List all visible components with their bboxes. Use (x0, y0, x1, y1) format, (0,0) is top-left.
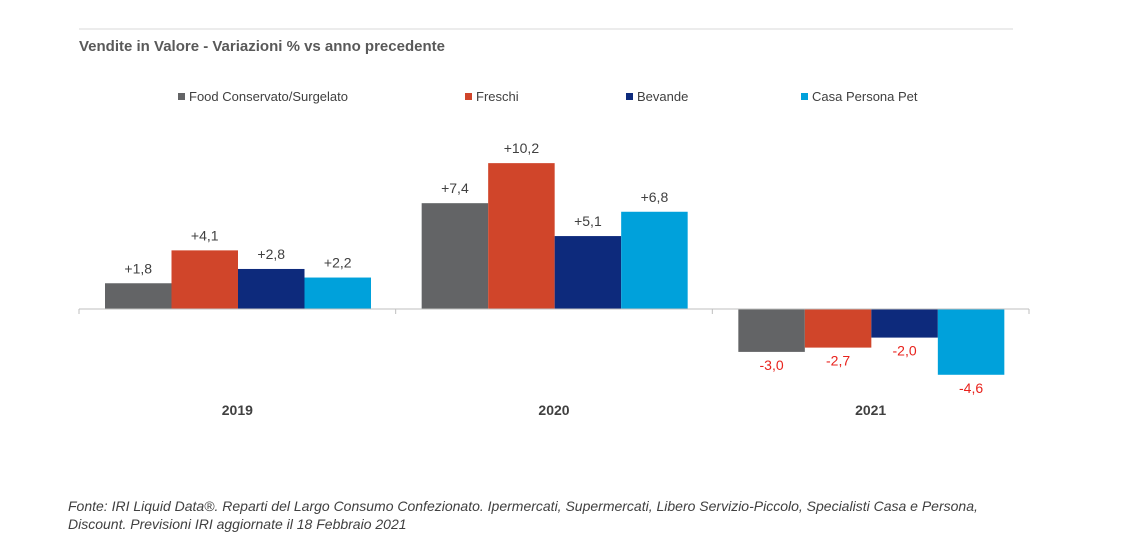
legend-swatch (465, 93, 472, 100)
legend-label: Food Conservato/Surgelato (189, 89, 348, 104)
bar (621, 211, 688, 309)
category-label: 2021 (855, 402, 886, 418)
legend-label: Freschi (476, 89, 519, 104)
bar (488, 163, 555, 309)
category-labels: 2019 2020 2021 (222, 402, 887, 418)
bar (421, 203, 489, 309)
data-label: +7,4 (441, 180, 469, 196)
legend-label: Bevande (637, 89, 688, 104)
data-label: -3,0 (760, 357, 784, 373)
bar (738, 309, 805, 352)
bar (804, 309, 872, 348)
data-label: +2,8 (257, 246, 285, 262)
data-label: +1,8 (124, 260, 152, 276)
bar (871, 309, 938, 338)
data-label: -2,0 (893, 343, 917, 359)
bar (937, 309, 1005, 375)
data-labels: +1,8 +4,1 +2,8 +2,2 +7,4 +10,2 +5,1 +6,8 -3,0 -2,… (124, 140, 983, 396)
data-label: -2,7 (826, 353, 850, 369)
legend-swatch (801, 93, 808, 100)
category-label: 2020 (538, 402, 569, 418)
bar (304, 277, 371, 309)
x-axis (78, 308, 1030, 314)
bar (238, 268, 305, 309)
data-label: -4,6 (959, 380, 983, 396)
bar (105, 283, 172, 309)
bar (171, 250, 238, 309)
data-label: +10,2 (504, 140, 540, 156)
legend-label: Casa Persona Pet (812, 89, 918, 104)
data-label: +5,1 (574, 213, 602, 229)
chart-title: Vendite in Valore - Variazioni % vs anno… (79, 38, 445, 55)
bars-group (105, 163, 1005, 375)
source-footnote: Fonte: IRI Liquid Data®. Reparti del Lar… (68, 498, 978, 532)
data-label: +4,1 (191, 227, 219, 243)
bar (554, 236, 622, 309)
category-label: 2019 (222, 402, 253, 418)
data-label: +2,2 (324, 255, 352, 271)
legend-swatch (178, 93, 185, 100)
legend-swatch (626, 93, 633, 100)
data-label: +6,8 (641, 189, 669, 205)
legend: Food Conservato/Surgelato Freschi Bevande C… (178, 89, 918, 104)
